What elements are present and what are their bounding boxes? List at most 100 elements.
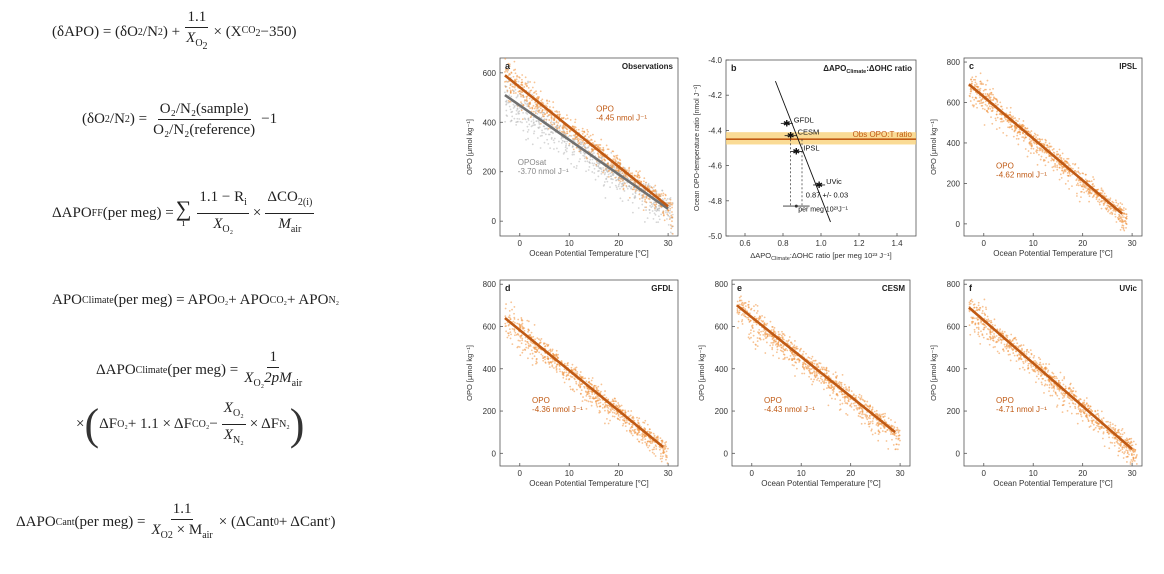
scatter-point bbox=[659, 437, 662, 440]
scatter-point bbox=[748, 300, 750, 303]
scatter-point bbox=[611, 411, 614, 414]
x-tick-label: 0 bbox=[518, 239, 523, 248]
scatter-point bbox=[1051, 166, 1054, 169]
scatter-point bbox=[969, 299, 972, 302]
scatter-point bbox=[773, 340, 776, 343]
scatter-point bbox=[532, 118, 535, 121]
scatter-point bbox=[549, 121, 552, 124]
scatter-point bbox=[1092, 183, 1094, 185]
scatter-point bbox=[639, 170, 641, 173]
scatter-point bbox=[855, 394, 857, 397]
scatter-point bbox=[621, 410, 624, 412]
scatter-point bbox=[778, 345, 781, 347]
scatter-point bbox=[1074, 403, 1077, 406]
scatter-point bbox=[659, 455, 662, 458]
scatter-point bbox=[1092, 423, 1095, 426]
scatter-point bbox=[593, 140, 596, 143]
scatter-point bbox=[671, 202, 673, 204]
scatter-point bbox=[1022, 120, 1025, 122]
scatter-point bbox=[519, 90, 521, 93]
scatter-point bbox=[981, 107, 984, 110]
scatter-point bbox=[846, 402, 848, 404]
scatter-point bbox=[1120, 209, 1123, 212]
scatter-point bbox=[599, 405, 601, 408]
scatter-point bbox=[811, 362, 814, 365]
scatter-point bbox=[1015, 137, 1018, 140]
scatter-point bbox=[621, 424, 624, 427]
scatter-point bbox=[527, 342, 530, 345]
scatter-point bbox=[512, 85, 515, 88]
scatter-point bbox=[539, 147, 542, 149]
scatter-point bbox=[585, 380, 588, 383]
scatter-point bbox=[610, 151, 613, 154]
scatter-point bbox=[743, 302, 745, 305]
scatter-point bbox=[528, 102, 531, 105]
scatter-point bbox=[595, 402, 598, 405]
eq3-sum: ∑ i bbox=[175, 195, 192, 229]
scatter-point bbox=[1053, 387, 1056, 390]
scatter-point bbox=[810, 357, 813, 360]
scatter-point bbox=[523, 101, 526, 103]
scatter-point bbox=[736, 309, 739, 312]
scatter-point bbox=[622, 184, 625, 187]
scatter-point bbox=[556, 147, 558, 150]
scatter-point bbox=[653, 434, 656, 437]
scatter-point bbox=[980, 330, 982, 333]
y-tick-label: 800 bbox=[947, 280, 961, 289]
scatter-point bbox=[1082, 188, 1085, 191]
scatter-point bbox=[504, 120, 507, 123]
scatter-point bbox=[515, 333, 518, 336]
scatter-point bbox=[1103, 192, 1106, 195]
scatter-point bbox=[554, 126, 557, 129]
scatter-point bbox=[1025, 350, 1028, 353]
scatter-point bbox=[616, 417, 619, 420]
scatter-point bbox=[1009, 114, 1012, 116]
scatter-point bbox=[1070, 389, 1073, 391]
scatter-point bbox=[556, 124, 559, 127]
scatter-point bbox=[823, 381, 826, 384]
eq6-frac: 1.1 XO2 × Mair bbox=[151, 501, 213, 541]
scatter-point bbox=[861, 413, 863, 416]
scatter-point bbox=[974, 78, 977, 81]
scatter-point bbox=[815, 373, 818, 375]
scatter-point bbox=[509, 89, 512, 92]
scatter-point bbox=[986, 79, 989, 82]
scatter-point bbox=[846, 414, 849, 416]
scatter-point bbox=[527, 329, 530, 331]
scatter-point bbox=[1008, 339, 1011, 342]
scatter-point bbox=[671, 216, 674, 219]
scatter-point bbox=[1002, 120, 1005, 122]
scatter-point bbox=[660, 460, 663, 463]
equation-3: ΔAPO FF (per meg) = ∑ i 1.1 − Ri XO₂ × ΔCO2(… bbox=[52, 188, 318, 239]
scatter-point bbox=[806, 367, 809, 370]
obs-band bbox=[726, 132, 916, 145]
scatter-point bbox=[1000, 117, 1003, 120]
scatter-point bbox=[1073, 170, 1076, 172]
scatter-point bbox=[550, 120, 553, 122]
y-tick-label: -4.4 bbox=[708, 126, 722, 135]
scatter-point bbox=[533, 347, 536, 349]
scatter-point bbox=[505, 109, 508, 112]
scatter-point bbox=[969, 88, 972, 91]
scatter-point bbox=[896, 448, 899, 451]
scatter-point bbox=[582, 151, 585, 154]
scatter-point bbox=[991, 110, 994, 113]
scatter-point bbox=[549, 106, 551, 108]
scatter-point bbox=[523, 99, 526, 102]
scatter-point bbox=[1000, 120, 1002, 123]
scatter-point bbox=[624, 182, 626, 185]
scatter-point bbox=[655, 448, 658, 450]
scatter-point bbox=[756, 337, 759, 339]
scatter-point bbox=[561, 373, 564, 376]
scatter-point bbox=[762, 338, 765, 341]
scatter-point bbox=[798, 359, 801, 362]
scatter-point bbox=[645, 206, 648, 209]
scatter-point bbox=[595, 164, 598, 166]
scatter-point bbox=[543, 118, 546, 121]
scatter-point bbox=[1040, 155, 1043, 158]
scatter-point bbox=[647, 185, 649, 188]
scatter-point bbox=[813, 362, 816, 365]
scatter-point bbox=[621, 415, 624, 418]
scatter-point bbox=[591, 162, 594, 165]
scatter-point bbox=[544, 362, 547, 364]
